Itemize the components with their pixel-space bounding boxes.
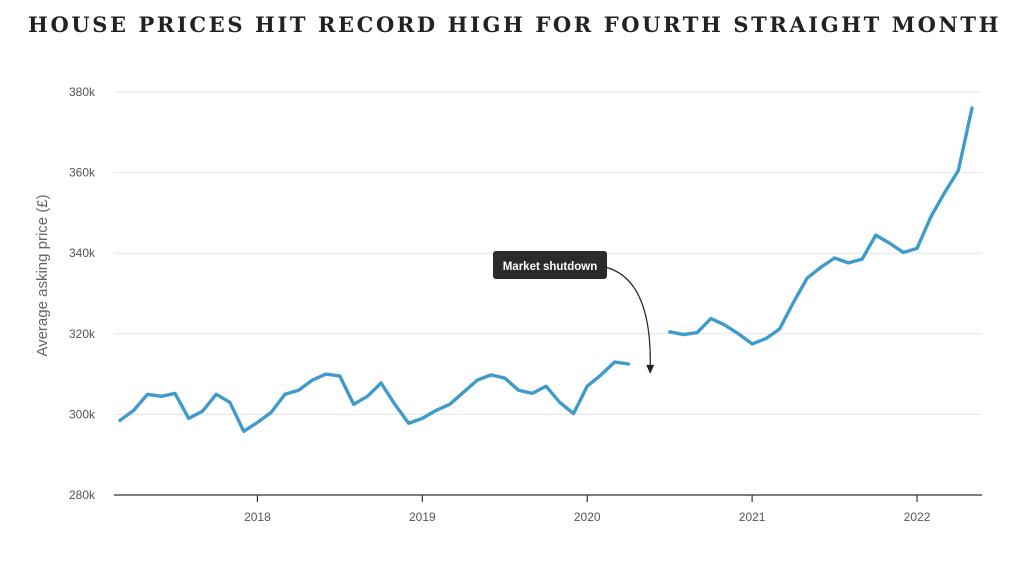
x-axis: 2018 2019 2020 2021 2022 xyxy=(114,494,982,524)
y-axis-label: Average asking price (£) xyxy=(34,194,51,356)
x-tick-label: 2022 xyxy=(904,510,931,524)
y-tick-label: 320k xyxy=(69,327,96,341)
annotation-arrowhead xyxy=(646,364,655,374)
annotation-label: Market shutdown xyxy=(503,261,598,273)
annotation-arrow xyxy=(604,266,651,368)
y-axis-tick-labels: 280k 300k 320k 340k 360k 380k xyxy=(69,85,96,502)
y-tick-label: 300k xyxy=(69,407,96,421)
annotation-box xyxy=(493,251,607,279)
price-series xyxy=(118,106,974,433)
y-tick-label: 280k xyxy=(69,488,96,502)
x-tick-label: 2019 xyxy=(409,510,436,524)
chart-title: HOUSE PRICES HIT RECORD HIGH FOR FOURTH … xyxy=(28,12,1002,37)
y-tick-label: 380k xyxy=(69,85,96,99)
x-tick-label: 2018 xyxy=(244,510,271,524)
series-line-segment xyxy=(668,106,974,346)
y-tick-label: 360k xyxy=(69,166,96,180)
y-tick-label: 340k xyxy=(69,246,96,260)
x-tick-label: 2020 xyxy=(574,510,601,524)
series-line-segment xyxy=(118,360,631,433)
annotation: Market shutdown xyxy=(493,251,655,374)
x-tick-label: 2021 xyxy=(739,510,766,524)
